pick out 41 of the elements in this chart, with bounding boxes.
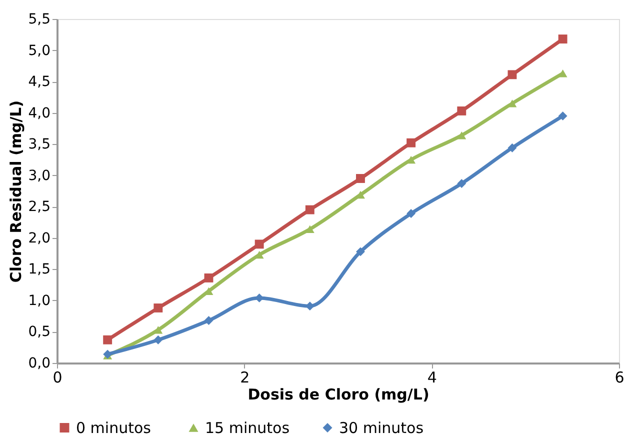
point bbox=[508, 70, 517, 80]
y-tick-label: 1,0 bbox=[28, 292, 50, 309]
point bbox=[457, 106, 466, 116]
point bbox=[406, 156, 416, 164]
legend-label: 15 minutos bbox=[205, 418, 290, 437]
y-tick-label: 4,5 bbox=[28, 74, 50, 90]
point bbox=[204, 273, 214, 282]
y-tick-label: 3,0 bbox=[28, 168, 50, 184]
point bbox=[558, 70, 568, 78]
y-tick-label: 2,0 bbox=[28, 230, 50, 246]
point bbox=[356, 174, 365, 183]
y-tick-label: 1,5 bbox=[28, 262, 50, 278]
point bbox=[558, 111, 568, 120]
y-tick-label: 0,0 bbox=[28, 356, 50, 372]
y-tick-label: 0,5 bbox=[28, 324, 50, 340]
y-axis-title: Cloro Residual (mg/L) bbox=[7, 100, 26, 283]
point bbox=[154, 335, 163, 344]
legend-label: 30 minutos bbox=[339, 418, 424, 437]
x-tick-label: 6 bbox=[614, 368, 624, 386]
point bbox=[204, 316, 214, 325]
x-axis-title: Dosis de Cloro (mg/L) bbox=[248, 386, 430, 404]
x-tick-label: 2 bbox=[240, 368, 250, 386]
point bbox=[356, 247, 365, 256]
x-tick-label: 4 bbox=[427, 368, 437, 386]
y-tick-label: 3,5 bbox=[28, 136, 50, 153]
point bbox=[305, 205, 314, 214]
point bbox=[406, 138, 416, 148]
point bbox=[154, 303, 163, 312]
x-tick-label: 0 bbox=[52, 368, 62, 386]
y-tick-label: 4,0 bbox=[28, 105, 50, 122]
y-tick-label: 2,5 bbox=[28, 199, 50, 216]
y-tick-label: 5,5 bbox=[28, 12, 50, 28]
point bbox=[508, 143, 517, 152]
point bbox=[558, 34, 568, 44]
point bbox=[457, 131, 466, 140]
point bbox=[457, 179, 466, 188]
point bbox=[254, 240, 264, 249]
y-tick-label: 5,0 bbox=[28, 42, 50, 59]
point bbox=[406, 209, 416, 218]
legend-label: 0 minutos bbox=[76, 418, 152, 437]
point bbox=[103, 335, 112, 344]
